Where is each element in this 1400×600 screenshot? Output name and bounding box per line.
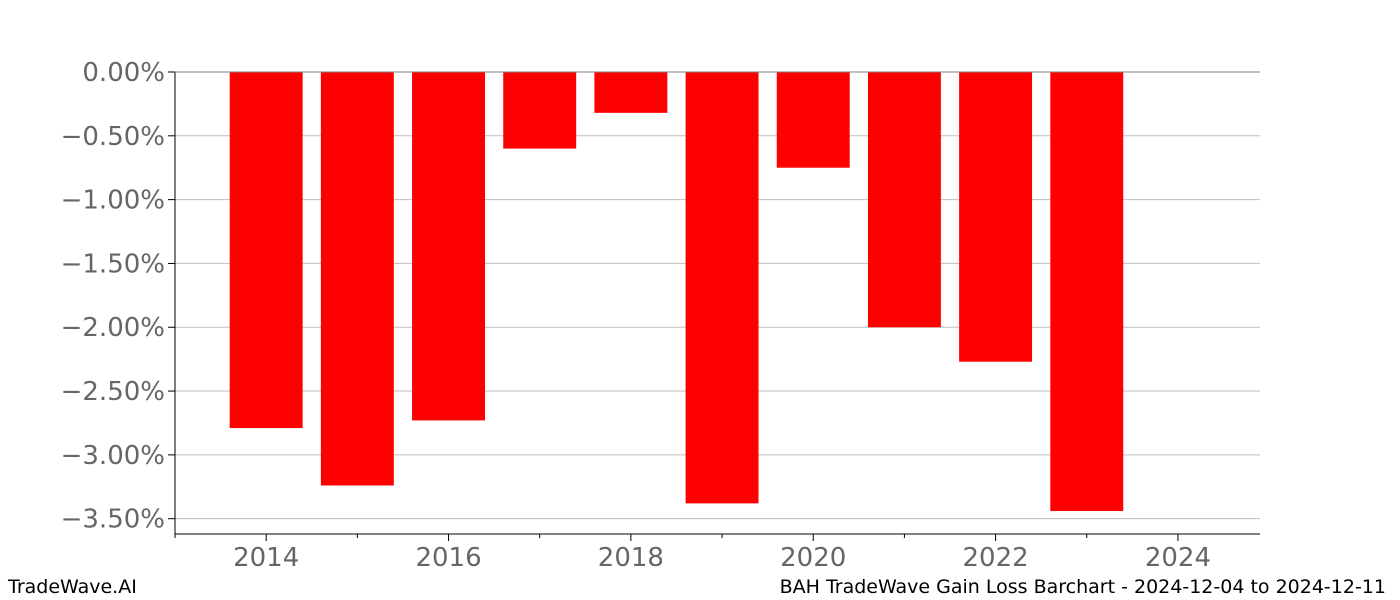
x-tick-label: 2024	[1145, 543, 1211, 573]
x-tick-label: 2014	[233, 543, 299, 573]
bar-2023	[1050, 72, 1124, 512]
x-ticks: 2014 2016 2018 2020 2022 2024	[174, 534, 1211, 573]
y-ticks: 0.00% −0.50% −1.00% −1.50% −2.00% −2.50% −3.00…	[61, 58, 175, 535]
bar-2018	[594, 72, 668, 113]
y-tick-label: 0.00%	[82, 58, 165, 88]
footer-caption: BAH TradeWave Gain Loss Barchart - 2024-…	[779, 576, 1386, 598]
bar-2014	[229, 72, 303, 429]
x-tick-label: 2016	[415, 543, 481, 573]
x-tick-label: 2018	[598, 543, 664, 573]
x-tick-label: 2020	[780, 543, 846, 573]
y-tick-label: −3.50%	[61, 505, 165, 535]
axes	[174, 71, 1260, 535]
bar-2017	[503, 72, 577, 149]
x-tick-label: 2022	[963, 543, 1029, 573]
bar-2022	[959, 72, 1033, 362]
bar-2015	[320, 72, 394, 486]
y-tick-label: −3.00%	[61, 441, 165, 471]
bars	[229, 72, 1124, 512]
y-tick-label: −2.50%	[61, 377, 165, 407]
bar-2021	[867, 72, 941, 328]
y-tick-label: −1.50%	[61, 249, 165, 279]
y-tick-label: −2.00%	[61, 313, 165, 343]
footer-brand: TradeWave.AI	[8, 576, 137, 598]
y-tick-label: −1.00%	[61, 186, 165, 216]
bar-2019	[685, 72, 759, 504]
bar-2016	[412, 72, 485, 421]
bar-2020	[776, 72, 850, 168]
y-tick-label: −0.50%	[61, 122, 165, 152]
